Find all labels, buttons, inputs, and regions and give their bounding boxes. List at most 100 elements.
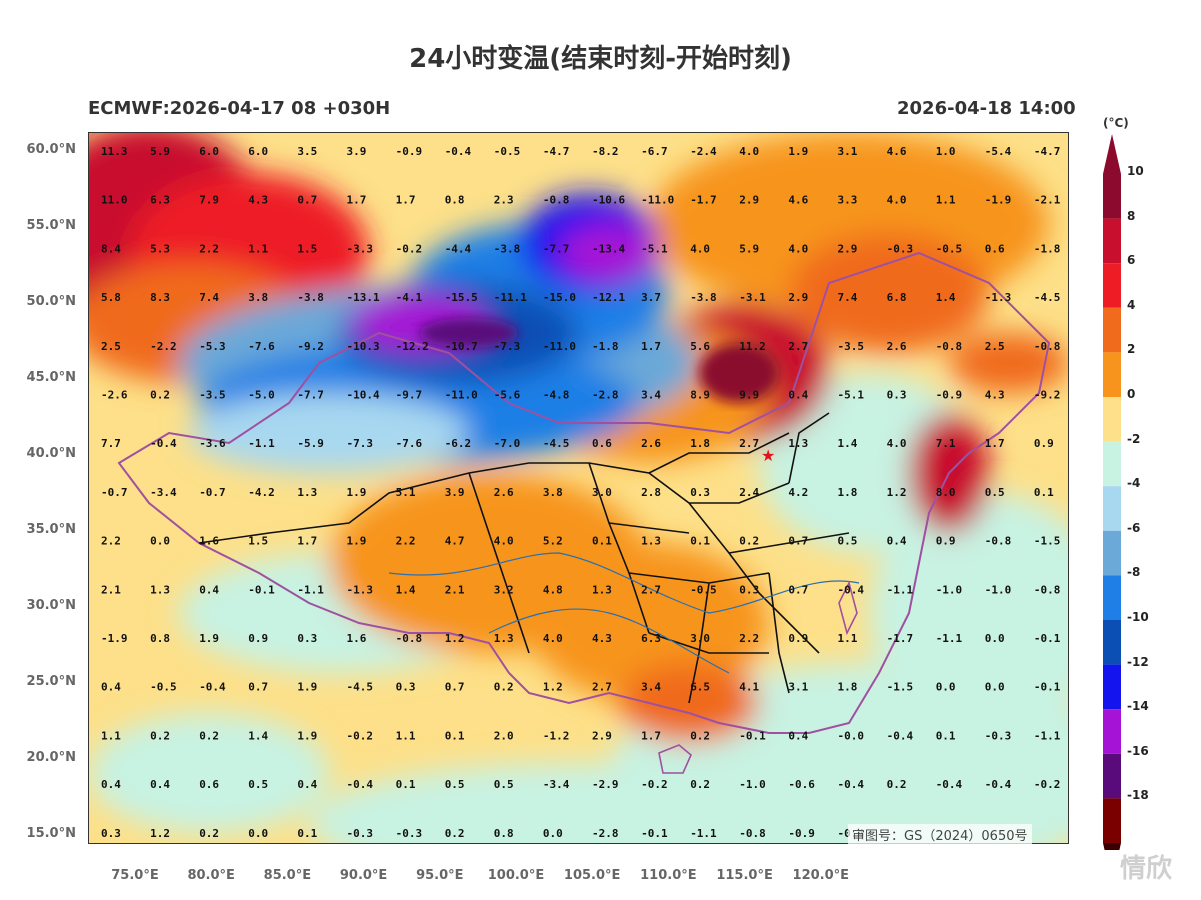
grid-value: -10.7: [445, 340, 478, 353]
grid-value: 3.1: [788, 681, 808, 694]
grid-value: 7.9: [199, 194, 219, 207]
grid-value: -1.0: [936, 583, 963, 596]
grid-value: -4.8: [543, 389, 570, 402]
colorbar-tick: -2: [1127, 431, 1141, 446]
colorbar-block: [1103, 307, 1121, 353]
grid-value: 2.1: [445, 583, 465, 596]
grid-value: 1.7: [347, 194, 367, 207]
grid-value: 3.5: [297, 145, 317, 158]
grid-value: -0.9: [396, 145, 423, 158]
grid-value: -0.4: [347, 778, 374, 791]
grid-value: 6.3: [150, 194, 170, 207]
grid-value: 1.4: [838, 437, 858, 450]
grid-value: 4.3: [592, 632, 612, 645]
grid-value: 2.9: [739, 194, 759, 207]
grid-value: -5.3: [199, 340, 226, 353]
grid-value: -3.5: [199, 389, 226, 402]
grid-value: 2.5: [101, 340, 121, 353]
grid-value: 2.3: [494, 194, 514, 207]
grid-value: -1.1: [887, 583, 914, 596]
grid-value: 0.0: [543, 827, 563, 840]
grid-value: 0.4: [297, 778, 317, 791]
grid-value: 5.9: [739, 242, 759, 255]
grid-value: -0.5: [936, 242, 963, 255]
grid-value: 0.7: [788, 583, 808, 596]
grid-value: 2.6: [641, 437, 661, 450]
grid-value: -0.2: [347, 729, 374, 742]
grid-value: 1.2: [445, 632, 465, 645]
grid-value: -0.2: [641, 778, 668, 791]
grid-value: 5.8: [101, 291, 121, 304]
grid-value: 1.6: [347, 632, 367, 645]
grid-value: 1.1: [396, 729, 416, 742]
temperature-change-map: ★ 11.3 5.9 6.0 6.0 3.5 3.9 -0.9 -0.4 -0.5 -4.7 -8.…: [88, 132, 1069, 844]
grid-value: 11.3: [101, 145, 128, 158]
grid-value: 1.1: [838, 632, 858, 645]
grid-value: -1.8: [1034, 242, 1061, 255]
grid-value: 1.2: [887, 486, 907, 499]
grid-value: 4.0: [494, 535, 514, 548]
grid-value: 0.5: [445, 778, 465, 791]
colorbar-max-arrow: [1103, 134, 1121, 174]
grid-value: 0.4: [788, 729, 808, 742]
grid-value: 0.6: [985, 242, 1005, 255]
map-approval-number: 审图号：GS（2024）0650号: [848, 824, 1032, 845]
grid-value: -3.1: [739, 291, 766, 304]
grid-value: -12.2: [396, 340, 429, 353]
colorbar-tick: 6: [1127, 253, 1136, 268]
model-init-label: ECMWF:2026-04-17 08 +030H: [88, 98, 391, 119]
grid-value: 1.1: [936, 194, 956, 207]
grid-value: -1.2: [543, 729, 570, 742]
colorbar-block: [1103, 218, 1121, 264]
grid-value: -0.2: [1034, 778, 1061, 791]
colorbar-block: [1103, 709, 1121, 754]
grid-value: 6.0: [248, 145, 268, 158]
longitude-label: 105.0°E: [563, 868, 621, 883]
grid-value: 1.3: [641, 535, 661, 548]
grid-value: 0.2: [199, 729, 219, 742]
grid-value: 0.0: [150, 535, 170, 548]
latitude-label: 30.0°N: [26, 598, 76, 613]
grid-value: -11.0: [641, 194, 674, 207]
grid-value: 2.9: [592, 729, 612, 742]
grid-value: 0.8: [445, 194, 465, 207]
grid-value: 7.1: [936, 437, 956, 450]
colorbar-block: [1103, 753, 1121, 799]
grid-value: -0.4: [985, 778, 1012, 791]
grid-value: -1.1: [297, 583, 324, 596]
grid-value: -0.8: [985, 535, 1012, 548]
grid-value: 0.8: [494, 827, 514, 840]
grid-value: -0.4: [936, 778, 963, 791]
grid-value: 2.7: [788, 340, 808, 353]
grid-value: -15.0: [543, 291, 576, 304]
latitude-label: 50.0°N: [26, 294, 76, 309]
colorbar-tick: 10: [1127, 164, 1144, 178]
grid-value: 0.6: [592, 437, 612, 450]
grid-value: -0.4: [445, 145, 472, 158]
colorbar-block: [1103, 530, 1121, 576]
grid-value: 1.7: [641, 340, 661, 353]
grid-value: -6.2: [445, 437, 472, 450]
grid-value: 1.3: [297, 486, 317, 499]
grid-value: -7.6: [396, 437, 423, 450]
grid-value: 1.7: [985, 437, 1005, 450]
grid-value: 8.9: [690, 389, 710, 402]
grid-value: -1.3: [985, 291, 1012, 304]
grid-value: 7.7: [101, 437, 121, 450]
colorbar-block: [1103, 620, 1121, 665]
grid-value: 11.0: [101, 194, 128, 207]
grid-value: -0.4: [838, 778, 865, 791]
grid-value: -7.3: [494, 340, 521, 353]
grid-value: -3.8: [297, 291, 324, 304]
grid-value: 1.2: [543, 681, 563, 694]
grid-value: -0.1: [641, 827, 668, 840]
grid-value: 2.1: [101, 583, 121, 596]
grid-value: 0.5: [838, 535, 858, 548]
latitude-label: 35.0°N: [26, 522, 76, 537]
latitude-label: 55.0°N: [26, 218, 76, 233]
grid-value: 3.4: [641, 681, 661, 694]
grid-value: 0.7: [445, 681, 465, 694]
grid-value: -2.8: [592, 827, 619, 840]
grid-value: 2.4: [739, 486, 759, 499]
grid-value: 0.8: [150, 632, 170, 645]
